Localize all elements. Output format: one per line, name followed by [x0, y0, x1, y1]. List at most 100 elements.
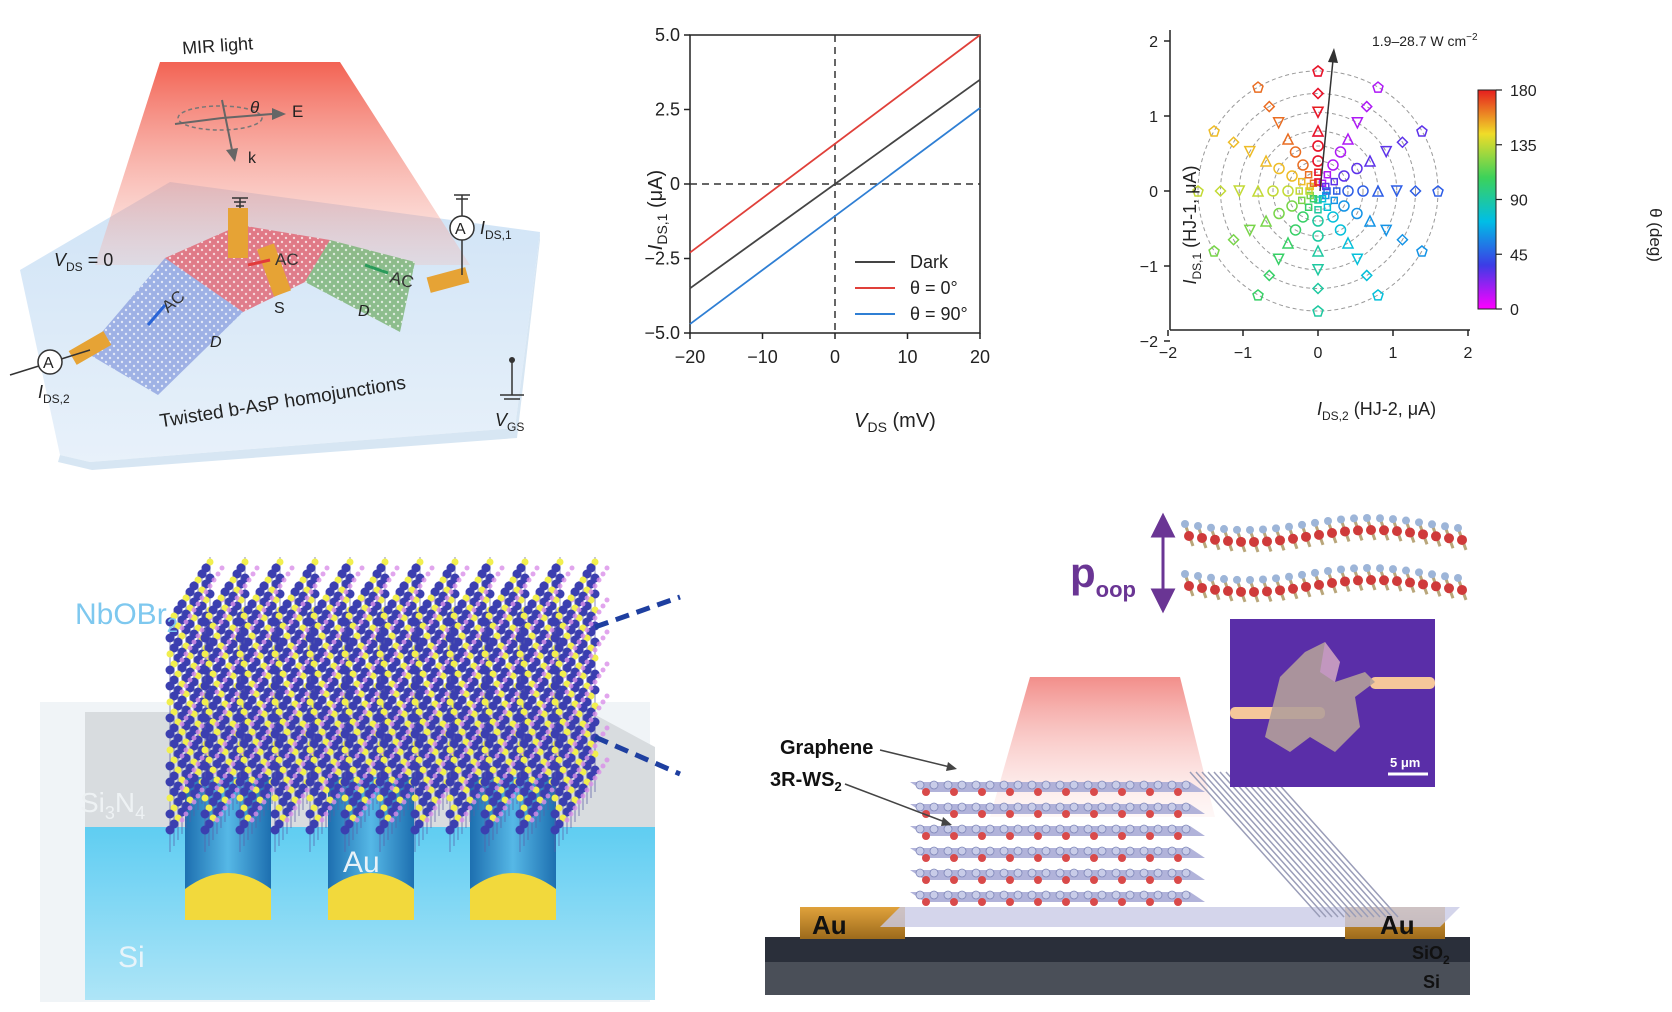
atom-minor: [580, 601, 586, 607]
atom: [559, 766, 567, 774]
inset-atom: [1337, 565, 1345, 574]
atom-s: [1146, 898, 1154, 906]
atom: [206, 558, 214, 566]
atom-minor: [588, 781, 594, 787]
atom-s: [1146, 788, 1154, 796]
atom-minor: [265, 633, 271, 639]
atom: [341, 650, 349, 658]
atom-w: [1111, 868, 1121, 878]
atom: [305, 809, 315, 819]
atom-minor: [183, 779, 189, 785]
atom: [341, 794, 349, 802]
atom: [200, 681, 210, 691]
ring-1: [1298, 171, 1338, 211]
atom-minor: [502, 645, 508, 651]
inset-atom-red: [1392, 526, 1402, 537]
atom: [208, 701, 218, 711]
atom: [520, 756, 528, 764]
atom: [387, 759, 397, 769]
atom-s: [950, 876, 958, 884]
atom: [515, 761, 525, 771]
atom-minor: [304, 723, 310, 729]
atom: [305, 777, 315, 787]
atom-minor: [261, 607, 267, 613]
inset-atom-red: [1301, 531, 1311, 542]
atom-minor: [358, 619, 364, 625]
data-point: [1323, 171, 1332, 179]
atom-minor: [222, 773, 228, 779]
x-tick-label: 0: [1314, 345, 1323, 362]
p-oop-label: poop: [1070, 549, 1136, 602]
atom-minor: [440, 793, 446, 799]
atom-minor: [463, 811, 469, 817]
atom: [306, 746, 314, 754]
atom: [480, 713, 490, 723]
atom-minor: [366, 767, 372, 773]
atom-w: [985, 890, 995, 900]
atom-w: [1069, 846, 1079, 856]
atom-minor: [436, 767, 442, 773]
slanted-chain: [1195, 771, 1327, 918]
atom-minor: [463, 683, 469, 689]
atom-minor: [226, 735, 232, 741]
atom-minor: [545, 761, 551, 767]
atom-minor: [319, 625, 325, 631]
data-point: [1357, 185, 1369, 197]
atom-minor: [292, 773, 298, 779]
atom: [235, 809, 245, 819]
atom: [209, 766, 217, 774]
data-point: [1243, 145, 1257, 159]
data-point: [1263, 269, 1276, 282]
atom-minor: [565, 571, 571, 577]
atom-minor: [409, 787, 415, 793]
atom-minor: [331, 639, 337, 645]
x-tick-label: 1: [1389, 345, 1398, 362]
atom-s: [922, 788, 930, 796]
atom-s: [1146, 876, 1154, 884]
atom: [509, 576, 517, 584]
inset-atom-red: [1314, 529, 1324, 540]
atom: [450, 708, 458, 716]
series-line-1: [689, 34, 981, 254]
atom-s: [1034, 788, 1042, 796]
atom-minor: [378, 589, 384, 595]
atom: [481, 698, 489, 706]
data-point: [1314, 206, 1322, 214]
electrode-left: [68, 331, 112, 365]
inset-atom-red: [1431, 581, 1441, 592]
atom-minor: [561, 577, 567, 583]
atom-minor: [459, 689, 465, 695]
atom-s: [1062, 832, 1070, 840]
atom: [340, 633, 350, 643]
atom: [527, 663, 537, 673]
atom-minor: [230, 793, 236, 799]
inset-atom-red: [1405, 577, 1415, 588]
atom-s: [950, 854, 958, 862]
atom-minor: [370, 761, 376, 767]
atom-minor: [572, 773, 578, 779]
atom-minor: [494, 753, 500, 759]
atom-minor: [600, 571, 606, 577]
atom-w: [1055, 824, 1065, 834]
data-point: [1409, 184, 1422, 198]
atom: [445, 761, 455, 771]
atom-minor: [183, 619, 189, 625]
atom-minor: [327, 645, 333, 651]
drain-label-left: D: [210, 334, 222, 351]
atom: [208, 605, 218, 615]
atom: [484, 643, 494, 653]
atom-minor: [506, 639, 512, 645]
atom: [213, 632, 221, 640]
atom-minor: [389, 785, 395, 791]
atom: [173, 701, 183, 711]
atom: [270, 809, 280, 819]
atom: [200, 729, 210, 739]
intensity-arrow-head: [1328, 48, 1338, 63]
atom-w: [1125, 868, 1135, 878]
atom-minor: [195, 665, 201, 671]
atom: [527, 759, 537, 769]
atom-minor: [502, 741, 508, 747]
atom-minor: [549, 659, 555, 665]
atom-minor: [277, 583, 283, 589]
atom: [558, 605, 568, 615]
